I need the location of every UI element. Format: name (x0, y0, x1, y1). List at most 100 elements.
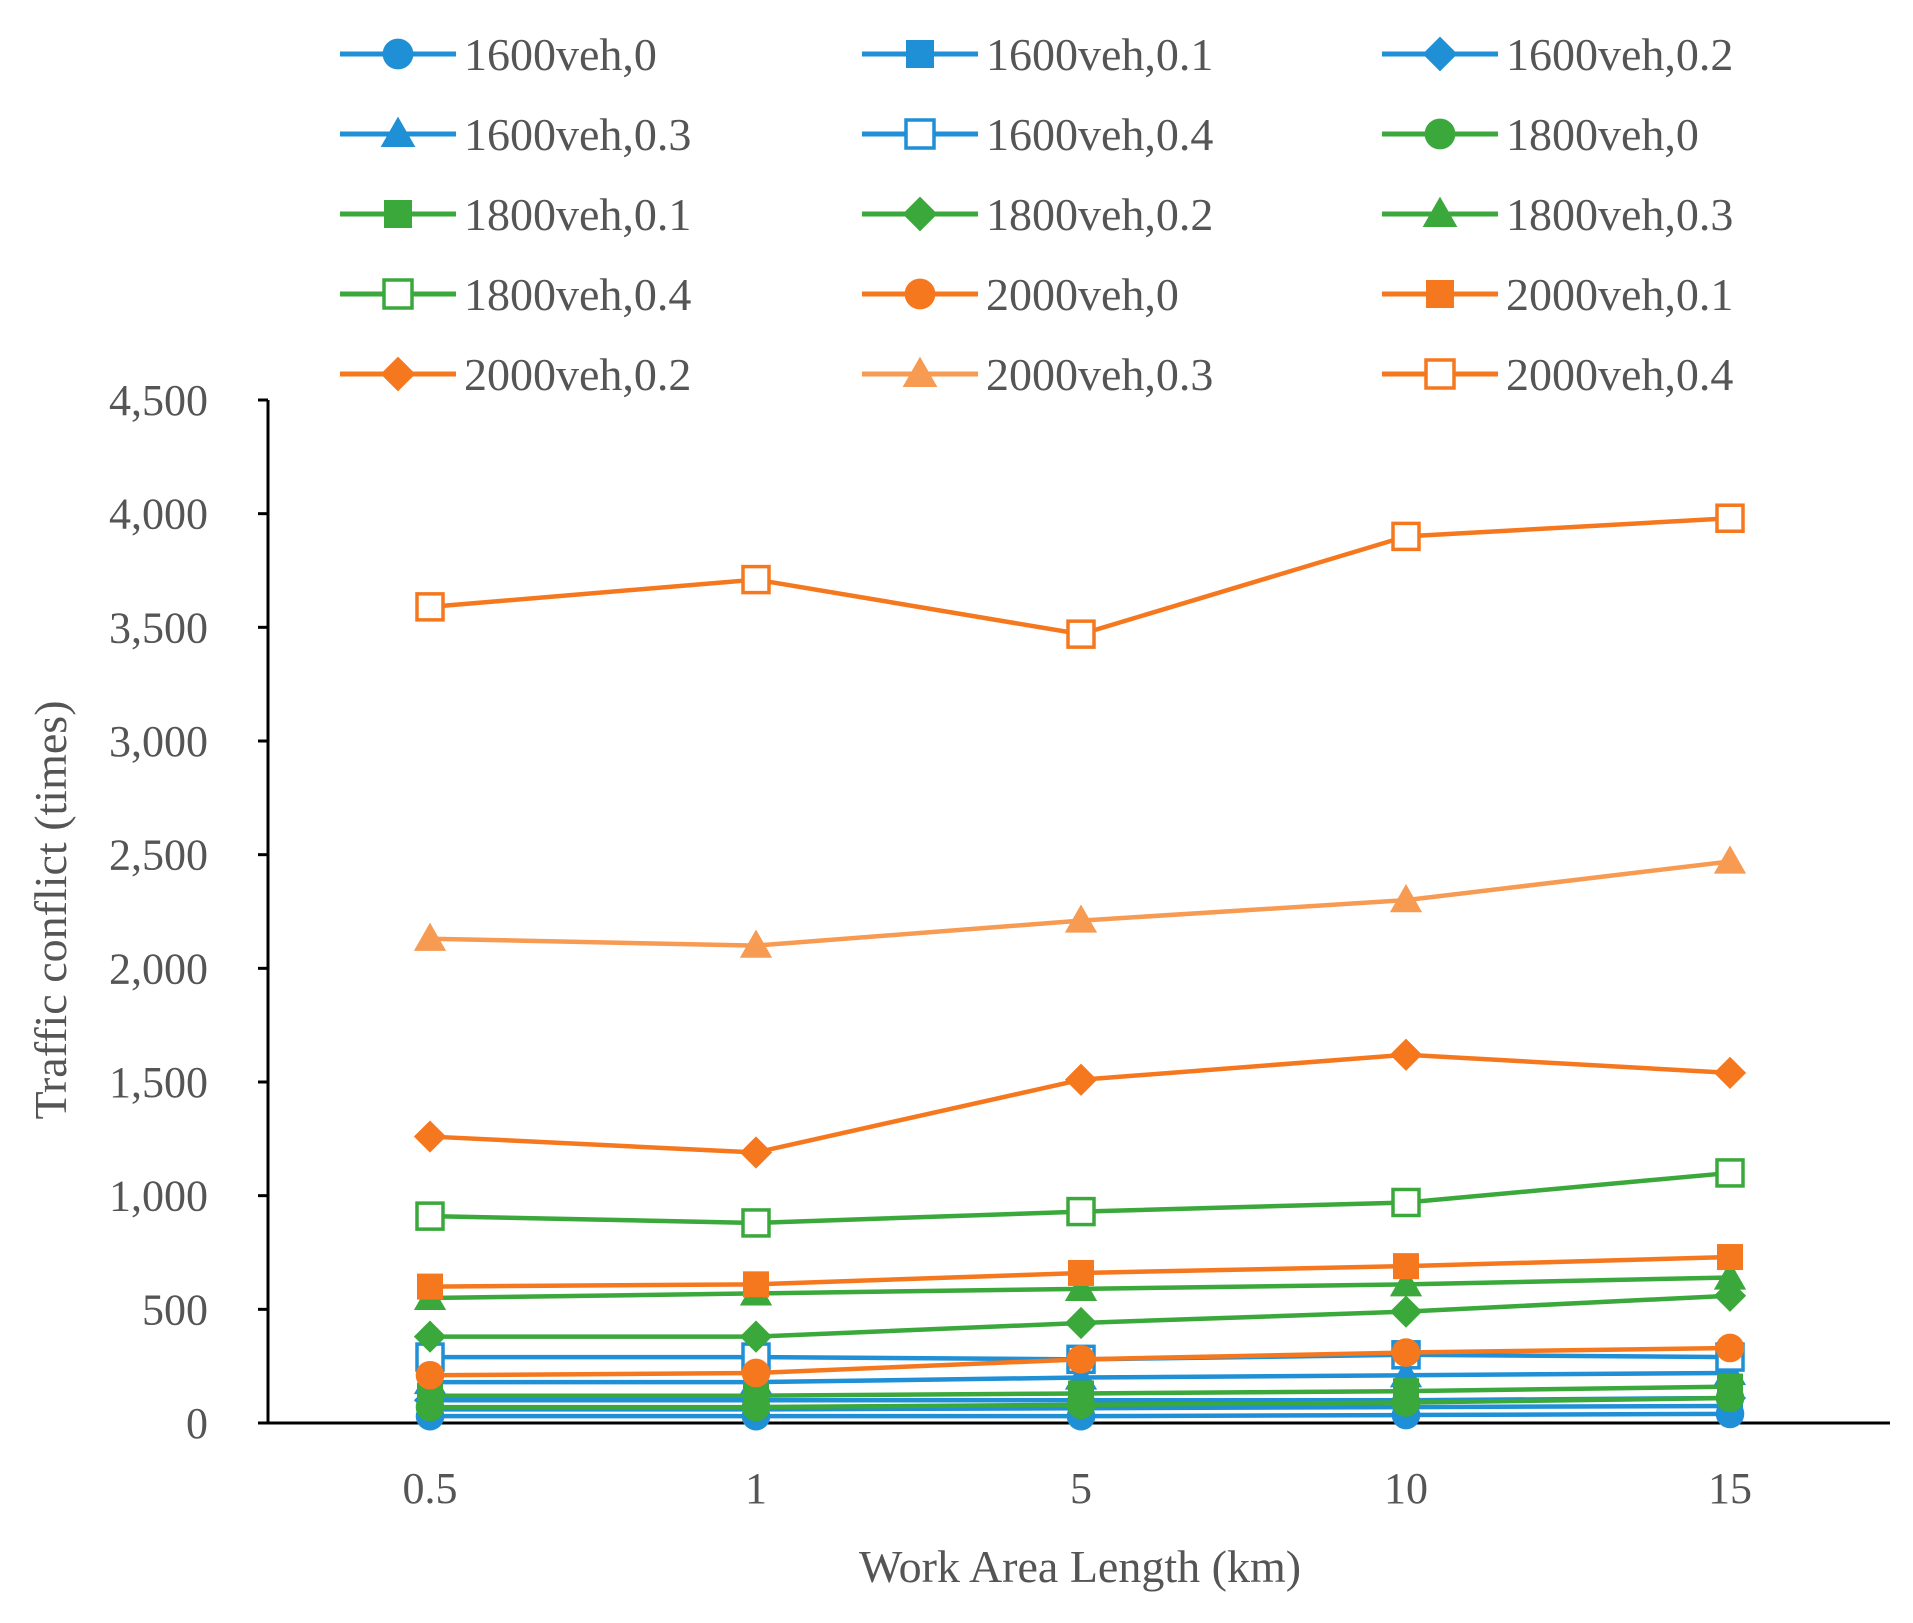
legend-item: 1600veh,0.1 (862, 29, 1213, 80)
data-point (1391, 521, 1421, 552)
data-point (1715, 1158, 1745, 1188)
series-2000veh-0-4 (415, 503, 1745, 649)
series-1800veh-0-4 (415, 1158, 1745, 1238)
y-tick-label: 4,500 (109, 376, 208, 425)
series-lines (413, 503, 1747, 1431)
y-ticks: 0 500 1,000 1,500 2,000 2,500 3,000 3,500 4,000 4… (109, 376, 268, 1448)
data-point (741, 1358, 771, 1388)
data-point (1713, 845, 1747, 874)
legend-label: 1600veh,0.4 (986, 109, 1213, 160)
legend-label: 2000veh,0.2 (464, 349, 691, 400)
legend-item: 2000veh,0.1 (1382, 269, 1733, 320)
data-point (1393, 1253, 1419, 1280)
data-point (413, 1120, 447, 1153)
legend-marker (904, 278, 936, 310)
series-1800veh-0-1 (417, 1373, 1743, 1409)
data-point (417, 1273, 443, 1300)
legend-label: 1800veh,0 (1506, 109, 1699, 160)
data-point (1391, 1187, 1421, 1218)
series-2000veh-0-1 (417, 1244, 1743, 1300)
data-point (741, 564, 771, 595)
data-point (1389, 1038, 1423, 1071)
data-point (1064, 1063, 1098, 1096)
y-tick-label: 1,500 (109, 1058, 208, 1107)
legend-item: 2000veh,0.4 (1382, 349, 1733, 400)
legend-marker (382, 278, 414, 310)
legend-item: 1800veh,0.1 (340, 189, 691, 240)
data-point (1066, 1345, 1096, 1374)
legend-item: 2000veh,0.2 (340, 349, 691, 400)
data-point (1391, 1338, 1421, 1367)
data-point (1389, 884, 1423, 913)
data-point (1389, 1295, 1423, 1328)
data-point (1068, 1380, 1094, 1407)
legend-label: 2000veh,0.1 (1506, 269, 1733, 320)
legend-label: 1600veh,0.1 (986, 29, 1213, 80)
data-point (1713, 1279, 1747, 1312)
x-tick-label: 0.5 (403, 1464, 458, 1513)
y-tick-label: 2,500 (109, 831, 208, 880)
data-point (1713, 1261, 1747, 1290)
y-tick-label: 3,000 (109, 717, 208, 766)
legend-marker (382, 38, 414, 70)
legend-label: 1600veh,0.2 (1506, 29, 1733, 80)
legend-item: 1600veh,0 (340, 29, 657, 80)
series-2000veh-0 (415, 1333, 1745, 1390)
legend-marker (1426, 280, 1454, 308)
legend-item: 1600veh,0.3 (340, 109, 691, 160)
y-axis-title: Traffic conflict (times) (25, 700, 76, 1119)
data-point (1393, 1378, 1419, 1405)
legend-label: 2000veh,0.3 (986, 349, 1213, 400)
legend-label: 2000veh,0.4 (1506, 349, 1733, 400)
legend-marker (380, 356, 416, 392)
legend-item: 1600veh,0.2 (1382, 29, 1733, 80)
x-tick-label: 5 (1070, 1464, 1092, 1513)
x-tick-label: 1 (745, 1464, 767, 1513)
series-2000veh-0-3 (413, 845, 1747, 958)
y-tick-label: 2,000 (109, 944, 208, 993)
data-point (1064, 904, 1098, 933)
data-point (1715, 503, 1745, 533)
data-point (1715, 1333, 1745, 1363)
legend-item: 2000veh,0 (862, 269, 1179, 320)
legend-marker (902, 356, 938, 388)
legend-item: 1800veh,0 (1382, 109, 1699, 160)
legend-marker (1424, 358, 1456, 390)
legend-label: 1800veh,0.1 (464, 189, 691, 240)
legend-marker (1422, 196, 1458, 228)
data-point (739, 1136, 773, 1169)
y-tick-label: 500 (142, 1285, 208, 1334)
x-ticks: 0.5 1 5 10 15 (403, 1464, 1753, 1513)
data-point (415, 1360, 445, 1390)
data-point (415, 1201, 445, 1231)
legend-marker (902, 196, 938, 232)
series-1800veh-0-2 (413, 1279, 1747, 1353)
y-tick-label: 3,500 (109, 603, 208, 652)
data-point (415, 592, 445, 622)
data-point (743, 1271, 769, 1298)
legend-item: 1800veh,0.2 (862, 189, 1213, 240)
legend-marker (906, 40, 934, 68)
series-line (429, 515, 1731, 637)
data-point (413, 922, 447, 951)
legend-item: 1800veh,0.3 (1382, 189, 1733, 240)
legend-marker (380, 116, 416, 148)
data-point (1717, 1373, 1743, 1400)
legend-label: 1800veh,0.3 (1506, 189, 1733, 240)
legend-label: 1800veh,0.4 (464, 269, 691, 320)
data-point (1717, 1244, 1743, 1271)
data-point (1389, 1268, 1423, 1297)
legend-marker (384, 200, 412, 228)
data-point (739, 929, 773, 958)
y-tick-label: 0 (186, 1399, 208, 1448)
y-tick-label: 1,000 (109, 1172, 208, 1221)
series-line (429, 859, 1731, 948)
legend-marker (1424, 118, 1456, 150)
data-point (1064, 1306, 1098, 1340)
x-axis-title: Work Area Length (km) (859, 1541, 1301, 1592)
y-tick-label: 4,000 (109, 490, 208, 539)
data-point (741, 1208, 771, 1238)
legend-item: 1600veh,0.4 (862, 109, 1213, 160)
